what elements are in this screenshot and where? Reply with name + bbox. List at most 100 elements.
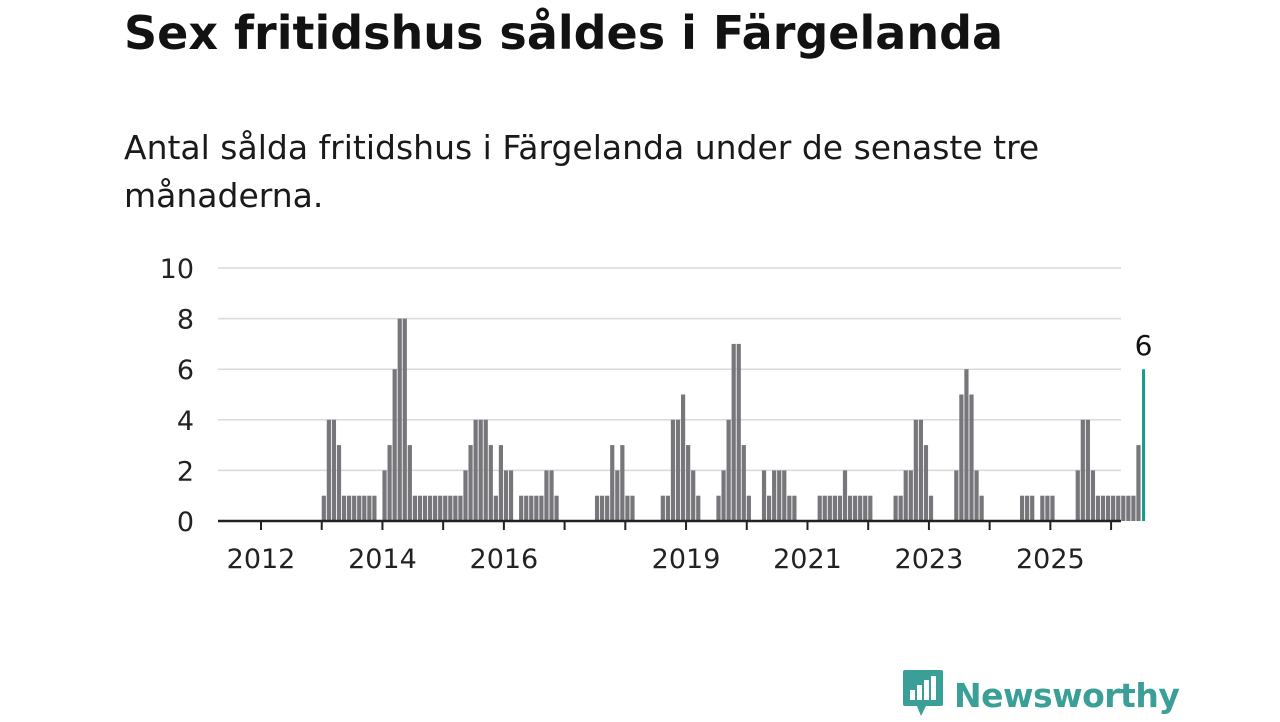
bar bbox=[1045, 495, 1050, 521]
bar bbox=[594, 495, 600, 521]
bar bbox=[1121, 495, 1126, 521]
bar bbox=[1040, 495, 1045, 521]
x-tick-label: 2019 bbox=[652, 544, 721, 575]
bar bbox=[493, 495, 498, 521]
bar bbox=[412, 495, 417, 521]
bar bbox=[534, 495, 539, 521]
bar bbox=[625, 495, 630, 521]
bar bbox=[716, 495, 721, 521]
bar bbox=[549, 470, 554, 521]
x-tick-label: 2021 bbox=[773, 544, 842, 575]
newsworthy-logo: Newsworthy bbox=[902, 668, 1180, 722]
bar bbox=[357, 495, 362, 521]
bar bbox=[610, 445, 615, 521]
bar bbox=[772, 470, 777, 521]
bar bbox=[832, 495, 837, 521]
bar bbox=[427, 495, 433, 521]
bar bbox=[964, 369, 969, 521]
bar bbox=[468, 445, 473, 521]
bar bbox=[1050, 495, 1055, 521]
bar bbox=[954, 470, 959, 521]
bar bbox=[341, 495, 347, 521]
bar bbox=[387, 445, 392, 521]
bar bbox=[837, 495, 843, 521]
highlight-value-label: 6 bbox=[1135, 329, 1153, 362]
chart-grid bbox=[218, 267, 1121, 472]
bar bbox=[336, 445, 342, 521]
bar bbox=[847, 495, 853, 521]
bar bbox=[544, 470, 549, 521]
bar bbox=[433, 495, 438, 521]
y-tick-label: 0 bbox=[177, 507, 194, 538]
bar bbox=[1020, 495, 1025, 521]
bar bbox=[352, 495, 357, 521]
bar bbox=[483, 419, 488, 521]
bar bbox=[417, 495, 423, 521]
bar bbox=[473, 419, 478, 521]
bar bbox=[1095, 495, 1101, 521]
bar bbox=[746, 495, 751, 521]
bar bbox=[347, 495, 352, 521]
bar bbox=[675, 419, 681, 521]
bar bbox=[767, 495, 772, 521]
newsworthy-logo-icon bbox=[902, 668, 944, 722]
bar bbox=[326, 419, 331, 521]
bar bbox=[367, 495, 372, 521]
bar bbox=[605, 495, 610, 521]
bar bbox=[478, 419, 483, 521]
bar bbox=[979, 495, 984, 521]
bar bbox=[615, 470, 620, 521]
bar bbox=[918, 419, 923, 521]
y-tick-label: 10 bbox=[160, 254, 194, 285]
x-tick-label: 2016 bbox=[470, 544, 539, 575]
bar bbox=[665, 495, 670, 521]
bar bbox=[670, 419, 676, 521]
bar bbox=[842, 470, 848, 521]
chart-labels: 0 2 4 6 8 10 6 2012 2014 2016 2019 2021 2023 2025 bbox=[160, 254, 1153, 575]
bar bbox=[321, 495, 326, 521]
bar bbox=[539, 495, 544, 521]
bar bbox=[726, 419, 731, 521]
bar bbox=[893, 495, 898, 521]
bar bbox=[741, 445, 746, 521]
bar bbox=[422, 495, 428, 521]
bar bbox=[503, 470, 509, 521]
bar bbox=[913, 419, 918, 521]
chart-bars bbox=[321, 318, 1146, 521]
bar bbox=[453, 495, 458, 521]
bar bbox=[1131, 495, 1136, 521]
bar bbox=[959, 394, 964, 521]
bar bbox=[782, 470, 787, 521]
bar bbox=[402, 318, 407, 521]
bar bbox=[600, 495, 605, 521]
bar bbox=[680, 394, 686, 521]
bar bbox=[731, 343, 736, 521]
bar bbox=[761, 470, 767, 521]
bar bbox=[736, 343, 741, 521]
bar bbox=[853, 495, 858, 521]
bar bbox=[1090, 470, 1096, 521]
bar bbox=[1080, 419, 1085, 521]
bar-highlight bbox=[1142, 369, 1146, 521]
bar bbox=[382, 470, 387, 521]
bar bbox=[817, 495, 822, 521]
bar bbox=[488, 445, 493, 521]
bar bbox=[898, 495, 903, 521]
bar bbox=[1116, 495, 1121, 521]
bar bbox=[620, 445, 625, 521]
bar bbox=[630, 495, 635, 521]
bar bbox=[1085, 419, 1090, 521]
bar bbox=[519, 495, 524, 521]
bar bbox=[463, 470, 468, 521]
bar bbox=[331, 419, 337, 521]
bar bbox=[1136, 445, 1141, 521]
bar bbox=[721, 470, 726, 521]
bar bbox=[362, 495, 367, 521]
bar bbox=[696, 495, 701, 521]
bar bbox=[438, 495, 443, 521]
bar bbox=[691, 470, 696, 521]
bar bbox=[777, 470, 782, 521]
y-tick-label: 4 bbox=[177, 406, 194, 437]
bar bbox=[827, 495, 832, 521]
bar bbox=[508, 470, 514, 521]
